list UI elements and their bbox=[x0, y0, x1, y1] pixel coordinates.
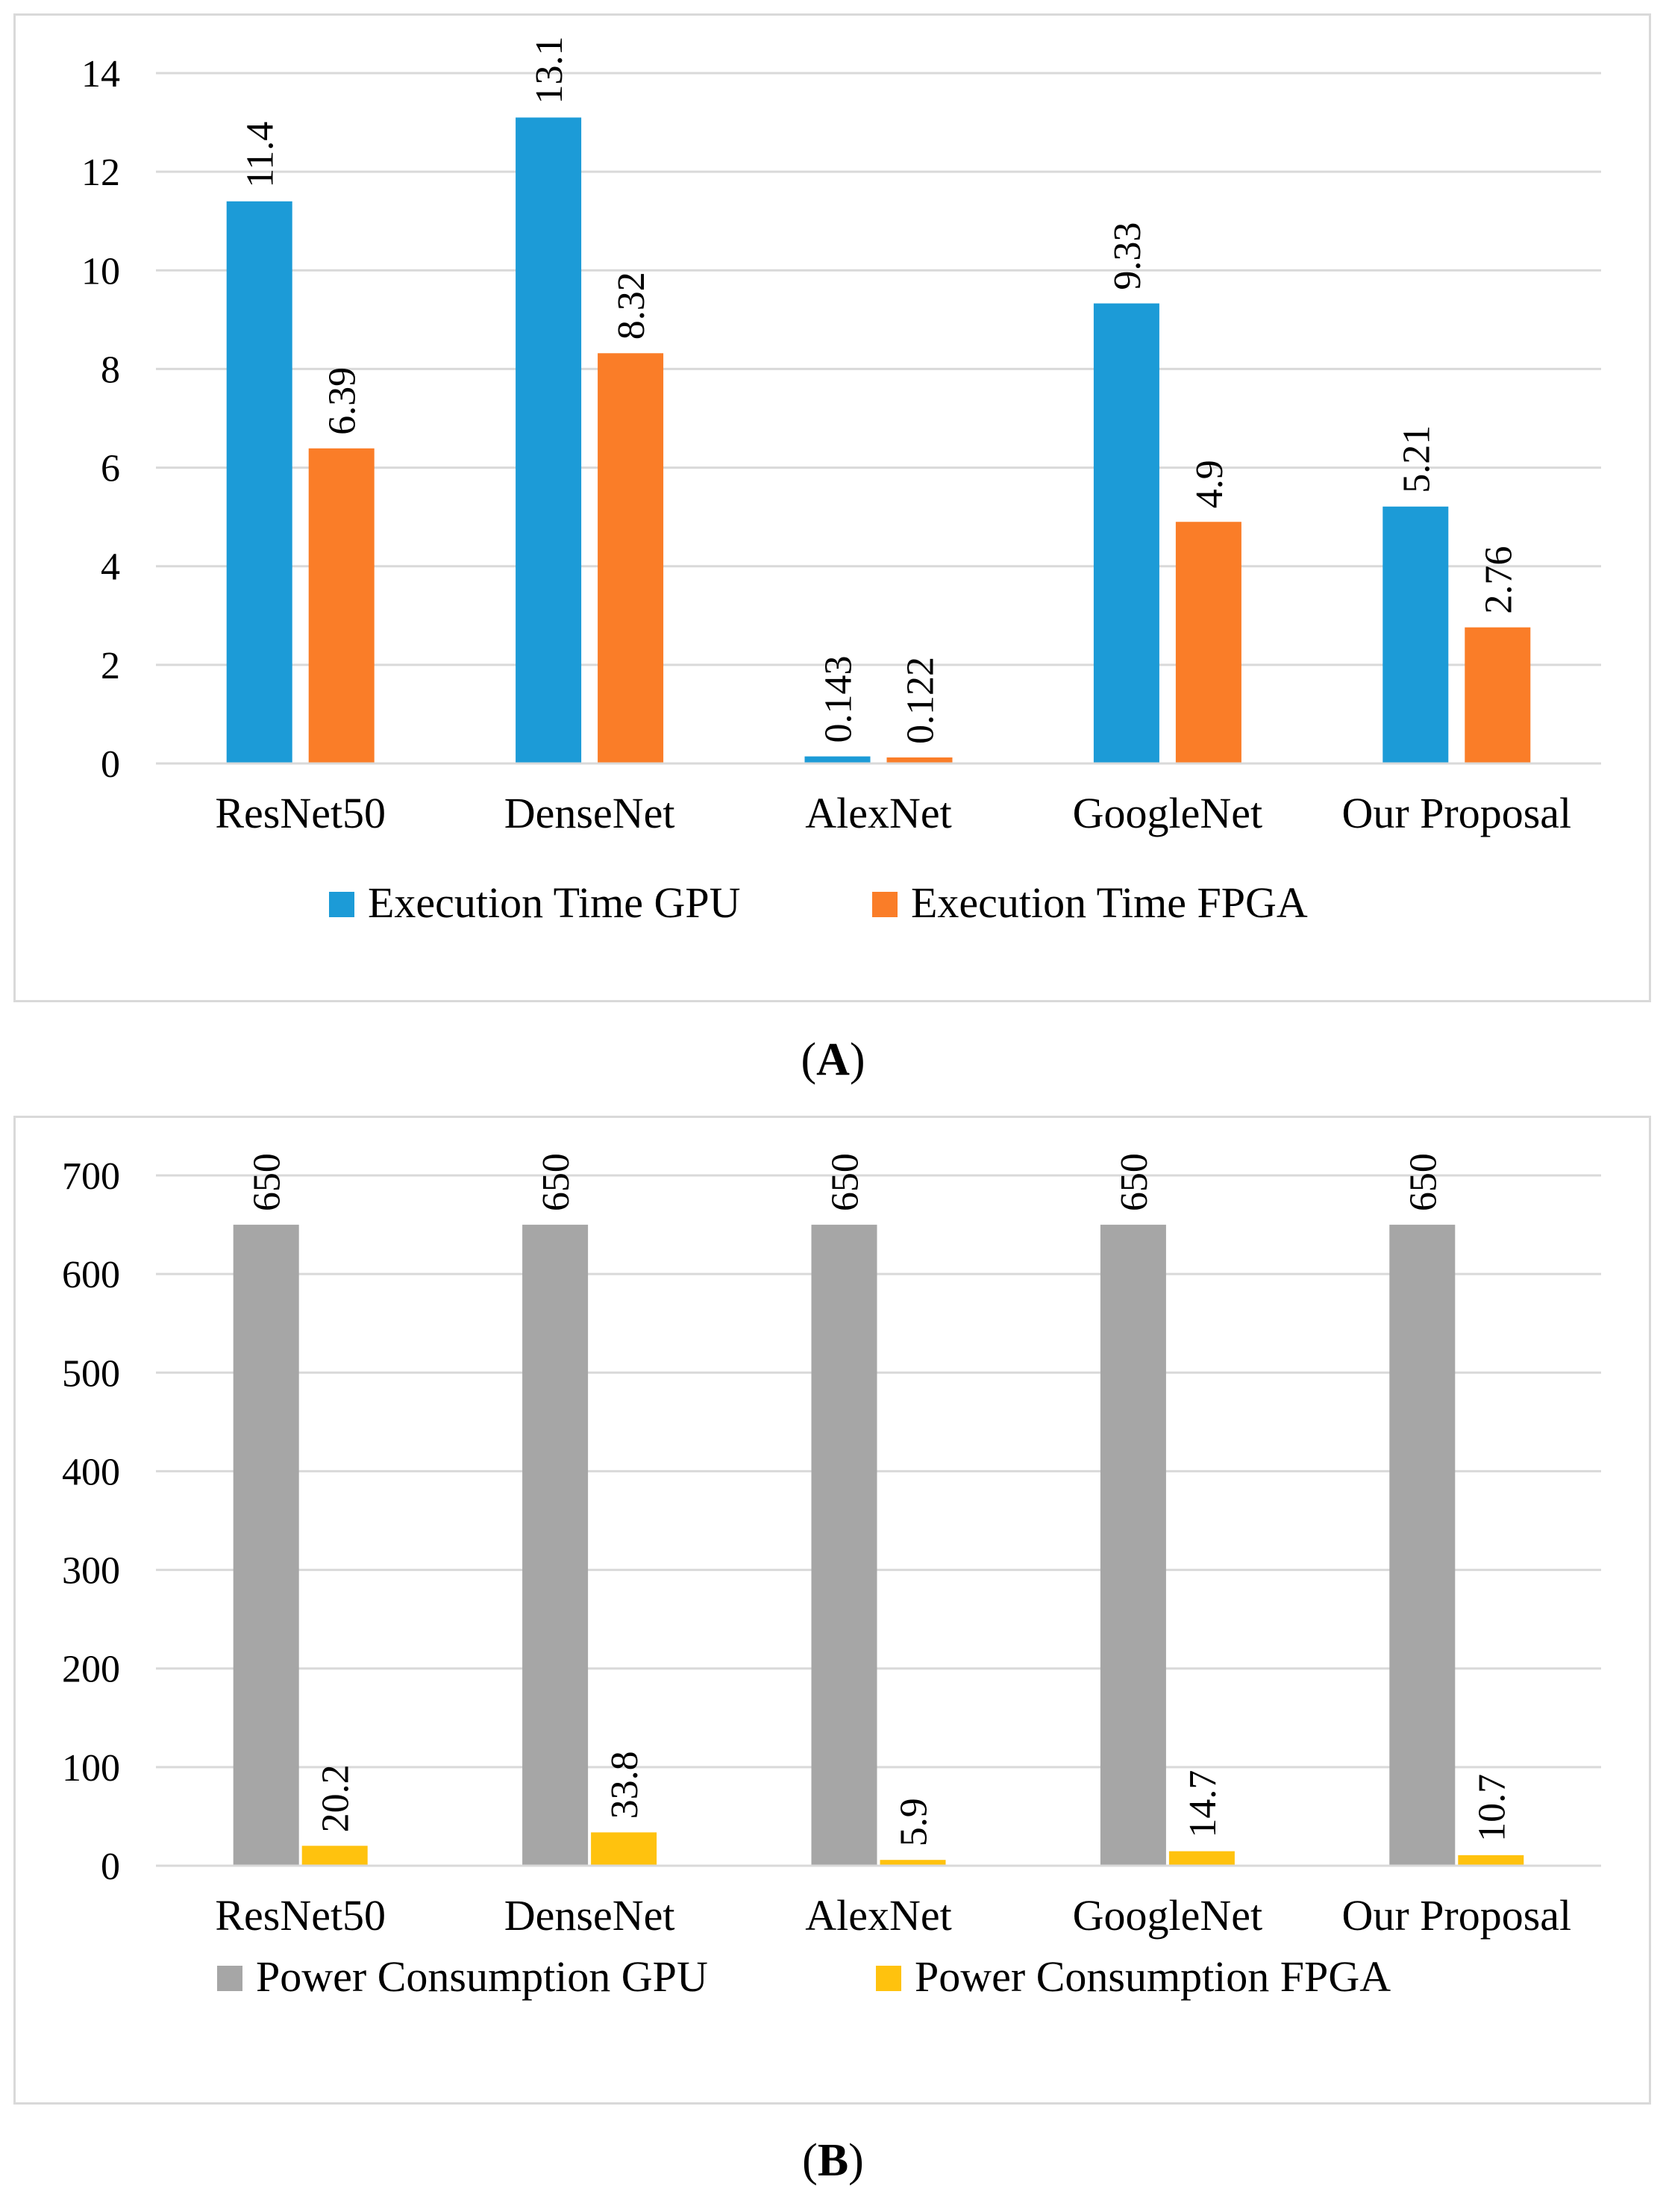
chart-b-y-tick-label: 200 bbox=[62, 1649, 120, 1691]
chart-b-bars bbox=[233, 1225, 1524, 1866]
caption-a-close: ) bbox=[849, 1034, 865, 1085]
chart-b-data-label: 650 bbox=[824, 1153, 867, 1211]
chart-b-data-label: 650 bbox=[246, 1153, 289, 1211]
caption-b: (B) bbox=[0, 2134, 1666, 2187]
chart-a-y-tick-label: 10 bbox=[81, 250, 120, 293]
chart-a-y-tick-label: 0 bbox=[101, 743, 120, 786]
chart-a-legend-swatch bbox=[329, 892, 354, 917]
chart-a-y-tick-label: 2 bbox=[101, 645, 120, 687]
chart-panel-a: 0 2 4 6 8 10 12 14 11.4 6.39 13.1 8.32 0.143 0.122 9.3… bbox=[13, 13, 1651, 1002]
chart-b-category-label: Our Proposal bbox=[1341, 1891, 1571, 1940]
chart-a-data-label: 5.21 bbox=[1395, 425, 1438, 493]
chart-b-data-label: 5.9 bbox=[893, 1798, 936, 1846]
chart-a-bar-gpu bbox=[226, 201, 292, 763]
chart-a-y-tick-label: 4 bbox=[101, 546, 120, 589]
chart-a-bar-gpu bbox=[1382, 506, 1449, 763]
chart-a-category-label: AlexNet bbox=[805, 789, 952, 837]
chart-b-legend-swatch bbox=[217, 1966, 242, 1991]
chart-a-bar-fpga bbox=[1175, 522, 1241, 763]
chart-b-legend-swatch bbox=[876, 1966, 901, 1991]
chart-a-category-label: ResNet50 bbox=[215, 789, 386, 837]
chart-a-y-tick-label: 6 bbox=[101, 448, 120, 490]
chart-a-y-tick-label: 12 bbox=[81, 151, 120, 194]
chart-b-data-label: 10.7 bbox=[1471, 1774, 1513, 1842]
chart-b-bar-fpga bbox=[591, 1832, 657, 1866]
caption-a-open: ( bbox=[801, 1034, 817, 1085]
chart-b-bar-gpu bbox=[233, 1225, 299, 1866]
chart-a-data-label: 0.122 bbox=[900, 657, 942, 744]
chart-b-legend-label: Power Consumption FPGA bbox=[915, 1952, 1391, 2001]
chart-b-legend: Power Consumption GPU Power Consumption F… bbox=[217, 1952, 1391, 2001]
chart-a-gridlines bbox=[156, 72, 1601, 765]
chart-a-data-label: 6.39 bbox=[322, 367, 364, 435]
caption-b-letter: B bbox=[817, 2135, 849, 2186]
chart-a-bar-gpu bbox=[516, 117, 582, 763]
chart-b-bar-gpu bbox=[522, 1225, 589, 1866]
chart-b-y-tick-label: 700 bbox=[62, 1155, 120, 1198]
chart-b-y-tick-label: 300 bbox=[62, 1550, 120, 1593]
chart-b-data-labels: 650 20.2 650 33.8 650 5.9 650 14.7 650 10.7 bbox=[246, 1153, 1514, 1846]
chart-a-category-label: Our Proposal bbox=[1341, 789, 1571, 837]
chart-b-category-label: DenseNet bbox=[504, 1891, 675, 1940]
chart-b-data-label: 20.2 bbox=[315, 1764, 357, 1832]
chart-b-y-tick-label: 600 bbox=[62, 1254, 120, 1296]
chart-b-bar-fpga bbox=[1458, 1855, 1524, 1866]
chart-b-y-tick-label: 100 bbox=[62, 1747, 120, 1790]
chart-a-data-label: 13.1 bbox=[528, 36, 571, 104]
chart-a: 0 2 4 6 8 10 12 14 11.4 6.39 13.1 8.32 0.143 0.122 9.3… bbox=[81, 36, 1601, 927]
chart-b-bar-gpu bbox=[811, 1225, 877, 1866]
chart-a-data-label: 11.4 bbox=[239, 122, 282, 188]
chart-b-bar-gpu bbox=[1100, 1225, 1166, 1866]
chart-a-data-labels: 11.4 6.39 13.1 8.32 0.143 0.122 9.33 4.9 5.21 2.7… bbox=[239, 36, 1521, 743]
chart-a-y-tick-label: 8 bbox=[101, 349, 120, 391]
caption-b-open: ( bbox=[802, 2135, 818, 2186]
chart-b: 0 100 200 300 400 500 600 700 650 20.2 650 33.8 650 5… bbox=[62, 1153, 1601, 2001]
chart-b-data-label: 650 bbox=[1113, 1153, 1156, 1211]
chart-a-bar-fpga bbox=[308, 448, 375, 763]
caption-b-close: ) bbox=[848, 2135, 864, 2186]
chart-b-category-label: ResNet50 bbox=[215, 1891, 386, 1940]
chart-b-bar-gpu bbox=[1389, 1225, 1456, 1866]
caption-a: (A) bbox=[0, 1034, 1666, 1086]
chart-b-category-label: GoogleNet bbox=[1073, 1891, 1263, 1940]
chart-a-data-label: 0.143 bbox=[818, 656, 860, 743]
chart-b-bar-fpga bbox=[880, 1860, 946, 1866]
chart-a-bar-fpga bbox=[598, 353, 664, 763]
chart-b-category-label: AlexNet bbox=[805, 1891, 952, 1940]
chart-a-legend: Execution Time GPU Execution Time FPGA bbox=[329, 878, 1308, 927]
chart-a-data-label: 8.32 bbox=[610, 272, 653, 340]
chart-a-bars bbox=[226, 117, 1531, 763]
chart-b-y-axis: 0 100 200 300 400 500 600 700 bbox=[62, 1155, 120, 1888]
chart-b-data-label: 650 bbox=[1402, 1153, 1444, 1211]
caption-a-letter: A bbox=[816, 1034, 850, 1085]
chart-a-category-label: DenseNet bbox=[504, 789, 675, 837]
chart-a-y-tick-label: 14 bbox=[81, 53, 120, 96]
chart-a-legend-swatch bbox=[872, 892, 898, 917]
chart-b-bar-fpga bbox=[1168, 1851, 1235, 1866]
chart-a-bar-gpu bbox=[804, 756, 871, 763]
chart-b-gridlines bbox=[156, 1174, 1601, 1867]
chart-a-legend-label: Execution Time FPGA bbox=[911, 878, 1308, 927]
chart-a-bar-fpga bbox=[886, 757, 953, 763]
chart-b-data-label: 14.7 bbox=[1182, 1770, 1224, 1838]
chart-b-y-tick-label: 400 bbox=[62, 1451, 120, 1493]
chart-a-category-label: GoogleNet bbox=[1073, 789, 1263, 837]
chart-a-bar-fpga bbox=[1465, 627, 1531, 763]
chart-b-y-tick-label: 0 bbox=[101, 1846, 120, 1888]
chart-a-bar-gpu bbox=[1093, 303, 1159, 763]
chart-a-legend-label: Execution Time GPU bbox=[368, 878, 741, 927]
chart-a-data-label: 9.33 bbox=[1106, 222, 1149, 290]
chart-b-bar-fpga bbox=[301, 1846, 368, 1866]
chart-b-legend-label: Power Consumption GPU bbox=[256, 1952, 708, 2001]
chart-b-y-tick-label: 500 bbox=[62, 1352, 120, 1395]
chart-panel-b: 0 100 200 300 400 500 600 700 650 20.2 650 33.8 650 5… bbox=[13, 1116, 1651, 2105]
chart-a-data-label: 4.9 bbox=[1189, 460, 1231, 508]
chart-a-y-axis: 0 2 4 6 8 10 12 14 bbox=[81, 53, 120, 786]
chart-a-data-label: 2.76 bbox=[1477, 546, 1520, 614]
chart-b-data-label: 650 bbox=[535, 1153, 577, 1211]
chart-b-data-label: 33.8 bbox=[604, 1751, 646, 1819]
